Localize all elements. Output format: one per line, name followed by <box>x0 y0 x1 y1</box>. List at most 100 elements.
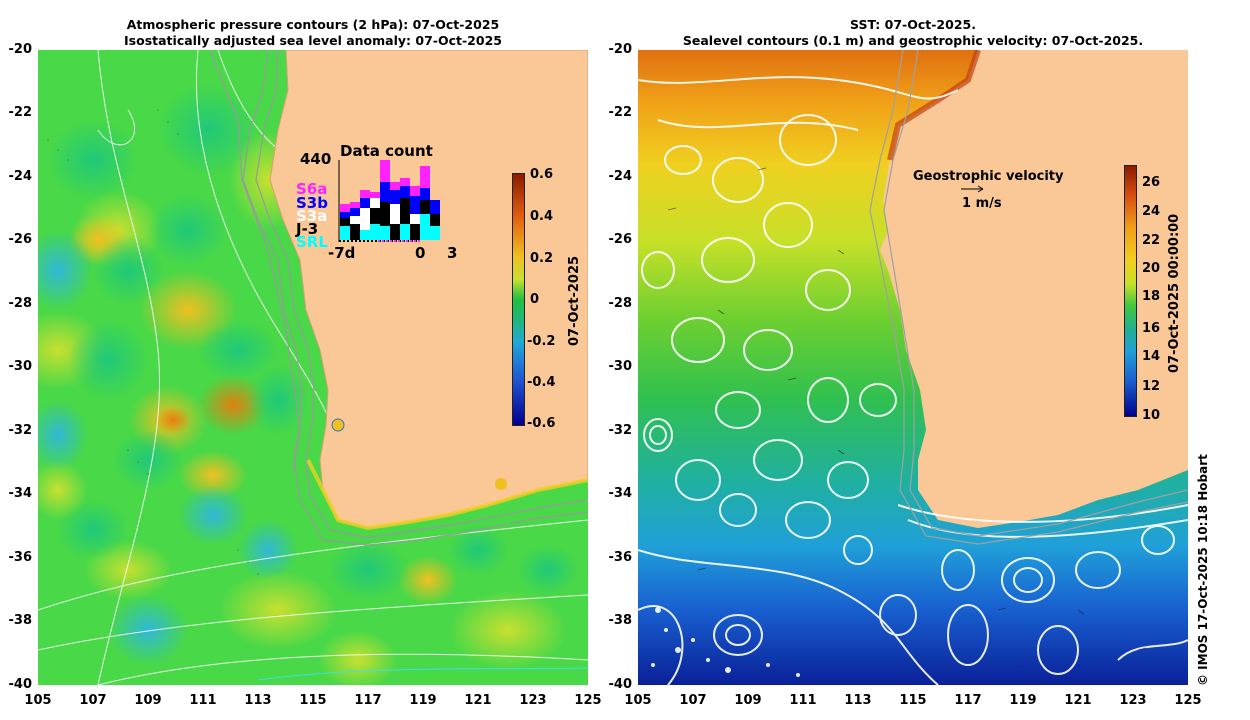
left-xtick-0: 105 <box>24 693 52 708</box>
bar-stack-5 <box>380 160 390 240</box>
left-xtick-7: 119 <box>409 693 437 708</box>
cloud-mask <box>651 607 800 677</box>
left-ytick-9: -38 <box>8 613 33 628</box>
right-ytick-6: -32 <box>608 423 633 438</box>
right-xtick-8: 121 <box>1064 693 1092 708</box>
left-cb-tick-2: 0.2 <box>530 251 554 266</box>
left-ytick-8: -36 <box>8 550 33 565</box>
inset-x-start: -7d <box>328 244 356 262</box>
sla-positive-patches <box>38 130 568 685</box>
bar-stack-6 <box>390 182 400 240</box>
right-ytick-7: -34 <box>608 486 633 501</box>
right-xtick-1: 107 <box>679 693 707 708</box>
right-ytick-5: -30 <box>608 359 633 374</box>
bar-stack-4 <box>370 192 380 240</box>
right-cb-tick-4: 18 <box>1142 289 1161 304</box>
track-dots <box>47 109 259 575</box>
left-title-line1: Atmospheric pressure contours (2 hPa): 0… <box>126 17 500 32</box>
left-xtick-2: 109 <box>134 693 162 708</box>
velocity-legend-scale: 1 m/s <box>962 196 1002 211</box>
left-cb-tick-0: 0.6 <box>530 167 554 182</box>
imos-credit: © IMOS 17-Oct-2025 10:18 Hobart <box>1196 454 1210 686</box>
left-cb-tick-4: -0.2 <box>527 334 556 349</box>
right-ytick-0: -20 <box>608 42 633 57</box>
right-cb-tick-7: 12 <box>1142 379 1161 394</box>
right-xtick-4: 113 <box>844 693 872 708</box>
right-xtick-3: 111 <box>789 693 817 708</box>
left-ytick-6: -32 <box>8 423 33 438</box>
right-sst-map[interactable] <box>638 50 1188 685</box>
left-colorbar <box>512 173 525 426</box>
mission-s6a: S6a <box>296 180 328 198</box>
mission-j3: J-3 <box>296 220 319 238</box>
left-xtick-9: 123 <box>519 693 547 708</box>
left-sla-map[interactable] <box>38 50 588 685</box>
left-ytick-5: -30 <box>8 359 33 374</box>
bar-stack-8 <box>410 186 420 240</box>
right-xtick-2: 109 <box>734 693 762 708</box>
left-xtick-8: 121 <box>464 693 492 708</box>
right-title-line2: Sealevel contours (0.1 m) and geostrophi… <box>682 33 1144 48</box>
bar-stack-1 <box>340 204 350 240</box>
left-xtick-1: 107 <box>79 693 107 708</box>
bar-stack-2 <box>350 202 360 240</box>
left-title-line2: Isostatically adjusted sea level anomaly… <box>124 33 502 48</box>
australia-land-right <box>880 50 1188 528</box>
left-ytick-1: -22 <box>8 105 33 120</box>
left-xtick-10: 125 <box>574 693 602 708</box>
right-xtick-9: 123 <box>1119 693 1147 708</box>
data-count-inset: Data count 440 S6a S3b S3a J-3 SRL -7d 0… <box>292 140 472 265</box>
inset-x-end: 3 <box>447 244 458 262</box>
left-cb-tick-5: -0.4 <box>527 375 556 390</box>
bar-stack-7 <box>400 178 410 240</box>
bar-stack-10 <box>430 200 440 240</box>
sla-map-svg <box>38 50 588 685</box>
sst-map-svg <box>638 50 1188 685</box>
right-cb-tick-8: 10 <box>1142 408 1161 423</box>
left-xtick-5: 115 <box>299 693 327 708</box>
bar-stack-3 <box>360 190 370 240</box>
left-ytick-10: -40 <box>8 677 33 692</box>
mission-s3b: S3b <box>296 194 328 212</box>
mission-srl: SRL <box>296 233 328 251</box>
right-cb-tick-1: 24 <box>1142 204 1161 219</box>
right-xtick-5: 115 <box>899 693 927 708</box>
left-colorbar-label: 07-Oct-2025 <box>567 255 582 346</box>
velocity-arrows <box>667 167 1147 651</box>
right-ytick-8: -36 <box>608 550 633 565</box>
left-xtick-4: 113 <box>244 693 272 708</box>
right-xtick-7: 119 <box>1009 693 1037 708</box>
left-ytick-4: -28 <box>8 296 33 311</box>
right-xtick-6: 117 <box>954 693 982 708</box>
left-ytick-2: -24 <box>8 169 33 184</box>
left-cb-tick-1: 0.4 <box>530 209 554 224</box>
left-xtick-3: 111 <box>189 693 217 708</box>
right-ytick-2: -24 <box>608 169 633 184</box>
inset-x-mid: 0 <box>415 244 426 262</box>
right-cb-tick-2: 22 <box>1142 233 1161 248</box>
right-title-line1: SST: 07-Oct-2025. <box>850 17 976 32</box>
mission-s3a: S3a <box>296 207 328 225</box>
bathymetry-contours <box>209 50 588 546</box>
right-colorbar <box>1124 165 1137 417</box>
left-ytick-7: -34 <box>8 486 33 501</box>
sealevel-contours <box>638 76 1188 685</box>
left-ytick-3: -26 <box>8 232 33 247</box>
right-colorbar-label: 07-Oct-2025 00:00:00 <box>1167 213 1182 373</box>
right-ytick-3: -26 <box>608 232 633 247</box>
left-cb-tick-6: -0.6 <box>527 416 556 431</box>
left-ytick-0: -20 <box>8 42 33 57</box>
inset-title: Data count <box>340 142 433 160</box>
inset-max-label: 440 <box>300 150 332 168</box>
shelf-contours <box>869 50 1188 545</box>
right-cb-tick-3: 20 <box>1142 261 1161 276</box>
right-cb-tick-0: 26 <box>1142 175 1161 190</box>
right-ytick-4: -28 <box>608 296 633 311</box>
velocity-legend-title: Geostrophic velocity <box>913 169 1064 184</box>
data-count-bars <box>338 160 440 242</box>
right-ytick-1: -22 <box>608 105 633 120</box>
left-xtick-6: 117 <box>354 693 382 708</box>
right-ytick-10: -40 <box>608 677 633 692</box>
bar-stack-9 <box>420 166 430 240</box>
right-cb-tick-6: 14 <box>1142 349 1161 364</box>
